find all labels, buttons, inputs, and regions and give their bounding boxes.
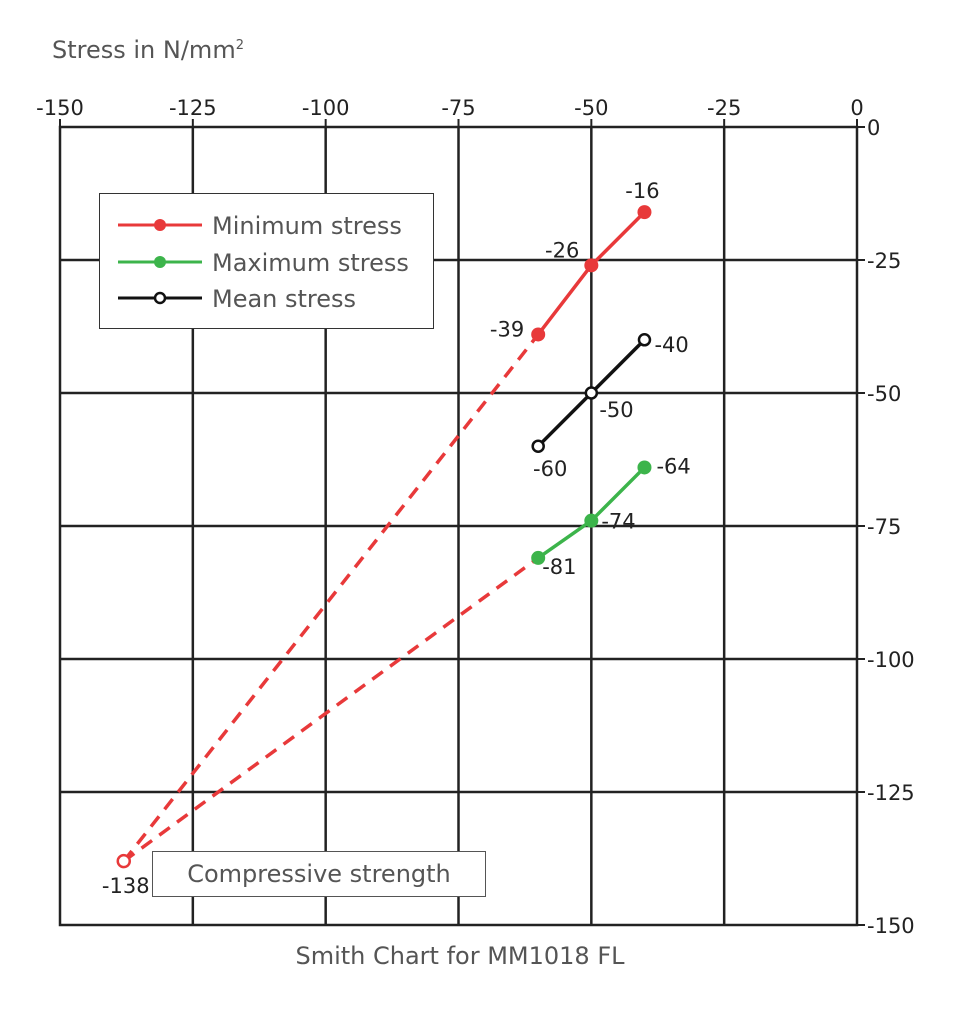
x-tick-label: -125: [169, 96, 217, 120]
data-point: [637, 460, 652, 475]
data-point: [584, 386, 599, 400]
y-tick-label: -25: [867, 249, 901, 273]
x-tick-label: -150: [36, 96, 84, 120]
data-point: [637, 333, 652, 347]
data-label: -74: [601, 510, 635, 534]
data-label: -60: [533, 457, 567, 481]
legend-item-maximum-stress: Maximum stress: [100, 247, 433, 277]
legend-marker-maximum: [118, 256, 202, 268]
legend-label-minimum: Minimum stress: [212, 212, 402, 240]
x-tick-label: -100: [302, 96, 350, 120]
data-label: -40: [654, 333, 688, 357]
y-tick-label: -125: [867, 781, 915, 805]
x-tick-label: -25: [707, 96, 741, 120]
data-label: -81: [542, 555, 576, 579]
y-unit-title: Stress in N/mm2: [52, 36, 244, 64]
legend-label-mean: Mean stress: [212, 285, 357, 313]
data-point: [531, 439, 545, 453]
x-tick-label: 0: [850, 96, 863, 120]
legend-item-mean-stress: Mean stress: [100, 283, 433, 313]
legend-marker-mean: [118, 291, 202, 305]
y-tick-label: -150: [867, 914, 915, 938]
compressive-strength-point: [116, 853, 132, 869]
data-point: [584, 513, 599, 528]
data-point: [531, 327, 546, 342]
legend: Minimum stress Maximum stress Mean stres…: [99, 193, 434, 329]
y-tick-label: 0: [867, 116, 880, 140]
data-point: [584, 258, 599, 273]
legend-label-maximum: Maximum stress: [212, 249, 409, 277]
data-label: -50: [599, 398, 633, 422]
extrapolation-line: [122, 333, 540, 863]
y-tick-label: -100: [867, 648, 915, 672]
data-point: [531, 550, 546, 565]
legend-marker-minimum: [118, 219, 202, 231]
data-label: -64: [656, 454, 690, 478]
data-label: -39: [490, 317, 524, 341]
chart-caption: Smith Chart for MM1018 FL: [295, 942, 625, 970]
compressive-strength-annotation: Compressive strength: [152, 851, 486, 897]
y-tick-label: -75: [867, 515, 901, 539]
y-tick-label: -50: [867, 382, 901, 406]
compressive-strength-label: -138: [102, 874, 150, 898]
legend-item-minimum-stress: Minimum stress: [100, 210, 433, 240]
data-label: -26: [545, 238, 579, 262]
x-tick-label: -75: [441, 96, 475, 120]
data-label: -16: [625, 179, 659, 203]
data-point: [637, 205, 652, 220]
x-tick-label: -50: [574, 96, 608, 120]
extrapolation-line: [122, 556, 540, 863]
